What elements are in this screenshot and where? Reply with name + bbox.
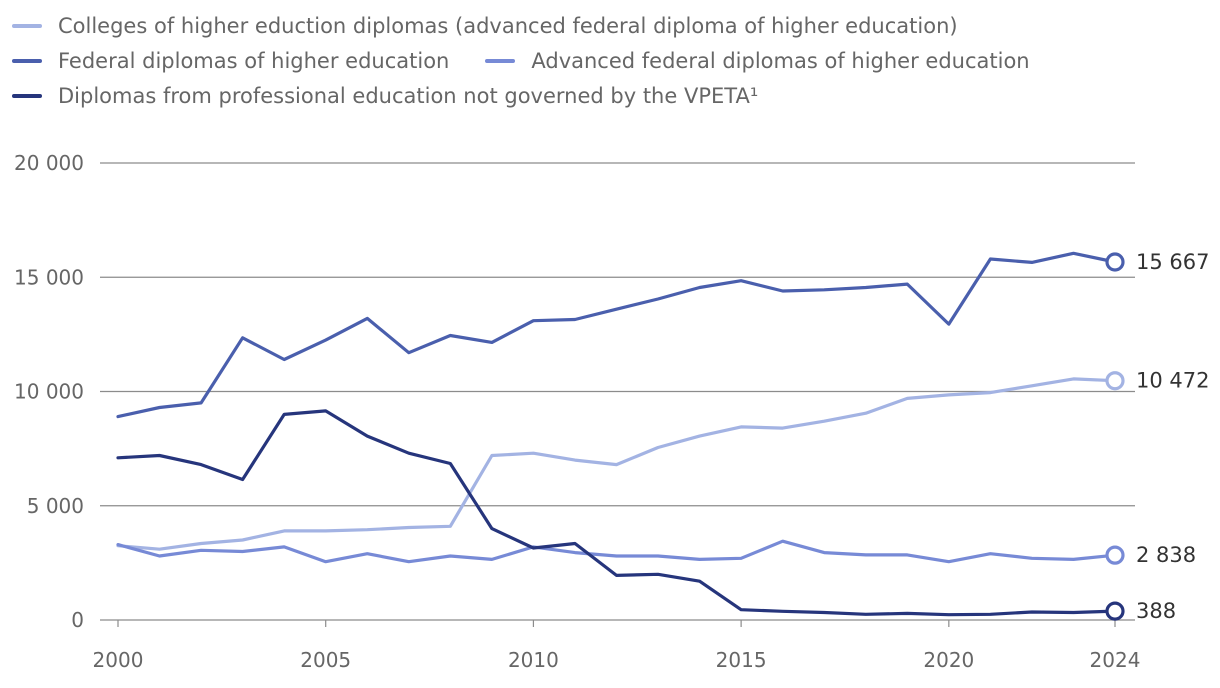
end-marker-professional: [1105, 601, 1125, 621]
end-label-federal: 15 667: [1136, 250, 1209, 274]
legend-label-colleges: Colleges of higher eduction diplomas (ad…: [58, 13, 958, 38]
series-line-colleges: [116, 377, 1117, 551]
y-tick-label: 15 000: [14, 265, 84, 289]
legend-label-federal: Federal diplomas of higher education: [58, 48, 450, 73]
x-tick-label: 2005: [300, 648, 351, 672]
legend-label-professional: Diplomas from professional education not…: [58, 83, 759, 108]
legend-item-colleges: Colleges of higher eduction diplomas (ad…: [12, 14, 958, 38]
legend-swatch-colleges: [12, 23, 42, 28]
legend-swatch-advanced-federal: [485, 58, 516, 63]
x-tick-label: 2024: [1090, 648, 1141, 672]
legend-item-advanced-federal: Advanced federal diplomas of higher educ…: [485, 48, 1030, 73]
x-tick-label: 2010: [508, 648, 559, 672]
end-label-professional: 388: [1136, 599, 1176, 623]
legend-swatch-federal: [12, 58, 42, 63]
legend-item-federal: Federal diplomas of higher education: [12, 49, 449, 73]
end-marker-colleges: [1105, 371, 1125, 391]
series-line-advanced-federal: [116, 539, 1117, 564]
x-tick-label: 2015: [716, 648, 767, 672]
y-tick-label: 10 000: [14, 380, 84, 404]
y-gridlines: [100, 162, 1135, 507]
legend-row-3: Diplomas from professional education not…: [12, 78, 1212, 113]
end-markers: 10 472 15 667 2 838 388: [1105, 250, 1209, 623]
end-marker-federal: [1105, 252, 1125, 272]
x-axis: 2000 2005 2010 2015 2020 2024: [93, 619, 1141, 672]
legend-item-professional: Diplomas from professional education not…: [12, 84, 758, 108]
y-tick-label: 0: [71, 608, 84, 632]
legend-row-2: Federal diplomas of higher education Adv…: [12, 43, 1212, 78]
chart-legend: Colleges of higher eduction diplomas (ad…: [12, 8, 1212, 113]
series-line-professional: [116, 409, 1117, 617]
series-line-federal: [116, 251, 1117, 419]
legend-swatch-professional: [12, 93, 42, 98]
y-tick-label: 20 000: [14, 151, 84, 175]
series-lines: [116, 251, 1117, 617]
end-marker-advanced-federal: [1105, 545, 1125, 565]
x-tick-label: 2000: [93, 648, 144, 672]
y-tick-label: 5 000: [27, 494, 84, 518]
legend-label-advanced-federal: Advanced federal diplomas of higher educ…: [531, 48, 1030, 73]
legend-row-1: Colleges of higher eduction diplomas (ad…: [12, 8, 1212, 43]
x-tick-label: 2020: [923, 648, 974, 672]
end-label-advanced-federal: 2 838: [1136, 543, 1196, 567]
y-tick-labels: 0 5 000 10 000 15 000 20 000: [14, 151, 84, 632]
end-label-colleges: 10 472: [1136, 369, 1209, 393]
